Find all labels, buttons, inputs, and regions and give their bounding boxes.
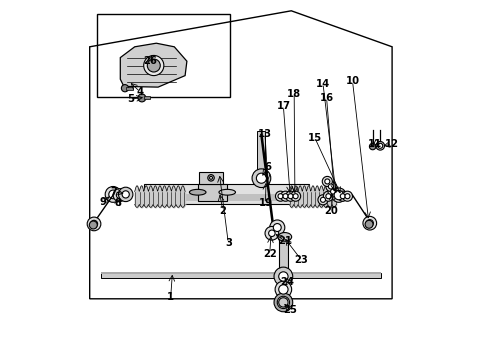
Text: 25: 25 [283, 305, 297, 315]
Circle shape [264, 226, 278, 240]
Text: 5: 5 [127, 94, 134, 104]
Bar [101, 273, 381, 278]
Circle shape [368, 143, 375, 150]
Bar [143, 184, 309, 204]
Text: 21: 21 [277, 236, 291, 246]
Circle shape [268, 230, 275, 237]
Circle shape [317, 195, 327, 205]
Circle shape [118, 187, 133, 202]
Circle shape [366, 220, 373, 227]
Circle shape [278, 298, 287, 307]
Ellipse shape [219, 189, 235, 195]
Circle shape [325, 194, 330, 199]
Circle shape [287, 194, 292, 199]
Circle shape [327, 186, 337, 197]
Circle shape [320, 197, 325, 202]
Circle shape [280, 191, 290, 201]
Circle shape [342, 191, 352, 201]
Circle shape [278, 285, 287, 294]
Circle shape [337, 191, 347, 201]
Circle shape [285, 191, 295, 201]
Text: 2: 2 [219, 206, 226, 216]
Circle shape [209, 176, 212, 179]
Circle shape [273, 293, 292, 312]
Bar [199, 172, 223, 184]
Text: 4: 4 [136, 87, 143, 97]
Text: 10: 10 [345, 76, 359, 86]
Circle shape [207, 175, 214, 181]
Circle shape [256, 173, 266, 183]
Circle shape [138, 94, 145, 102]
Circle shape [292, 194, 298, 199]
Circle shape [290, 191, 300, 201]
Circle shape [147, 59, 160, 72]
Text: 16: 16 [319, 93, 333, 103]
Text: 26: 26 [143, 56, 157, 66]
Circle shape [269, 220, 284, 235]
Text: 8: 8 [114, 198, 121, 208]
Circle shape [108, 190, 117, 199]
Text: 18: 18 [286, 89, 301, 99]
Circle shape [330, 189, 335, 194]
Circle shape [273, 224, 281, 231]
Circle shape [121, 85, 128, 92]
Circle shape [89, 221, 97, 229]
Circle shape [331, 188, 346, 202]
Text: 19: 19 [258, 198, 272, 208]
Circle shape [333, 190, 343, 200]
Circle shape [122, 191, 129, 198]
Circle shape [377, 143, 382, 148]
Circle shape [251, 169, 270, 188]
Text: 12: 12 [385, 139, 398, 149]
Ellipse shape [189, 189, 205, 195]
Circle shape [105, 186, 121, 202]
Text: 3: 3 [224, 238, 231, 248]
Bar [257, 131, 265, 178]
Text: 11: 11 [367, 139, 381, 149]
Text: 17: 17 [276, 101, 290, 111]
Circle shape [323, 191, 333, 201]
Bar [143, 96, 149, 99]
Text: 20: 20 [324, 206, 338, 216]
Text: 13: 13 [258, 129, 271, 139]
Circle shape [273, 267, 292, 286]
Text: 15: 15 [307, 132, 321, 143]
Circle shape [275, 191, 285, 201]
Circle shape [322, 176, 332, 186]
Text: 23: 23 [294, 255, 307, 265]
Circle shape [275, 281, 291, 298]
Circle shape [375, 141, 384, 150]
Circle shape [278, 272, 287, 281]
Text: 7: 7 [110, 186, 118, 197]
Text: 9: 9 [100, 197, 106, 207]
Circle shape [365, 220, 372, 228]
Circle shape [87, 217, 101, 231]
Circle shape [328, 184, 333, 189]
Circle shape [90, 220, 98, 228]
Bar [143, 194, 309, 201]
Bar [97, 14, 230, 97]
Circle shape [116, 192, 122, 198]
Circle shape [113, 189, 126, 202]
Circle shape [143, 55, 163, 76]
Bar [197, 184, 227, 201]
Text: 6: 6 [264, 162, 271, 172]
Bar [278, 235, 287, 274]
Circle shape [277, 296, 289, 309]
Bar [101, 272, 381, 274]
Ellipse shape [277, 233, 291, 241]
Text: 14: 14 [315, 78, 329, 89]
Circle shape [362, 216, 376, 230]
Bar [126, 87, 133, 90]
Text: 1: 1 [167, 292, 174, 302]
Polygon shape [120, 43, 186, 87]
Text: 24: 24 [280, 276, 294, 287]
Circle shape [277, 194, 283, 199]
Circle shape [324, 179, 329, 184]
Circle shape [344, 194, 349, 199]
Circle shape [283, 194, 287, 199]
Circle shape [325, 181, 335, 192]
Circle shape [340, 194, 345, 199]
Text: 22: 22 [262, 249, 276, 259]
